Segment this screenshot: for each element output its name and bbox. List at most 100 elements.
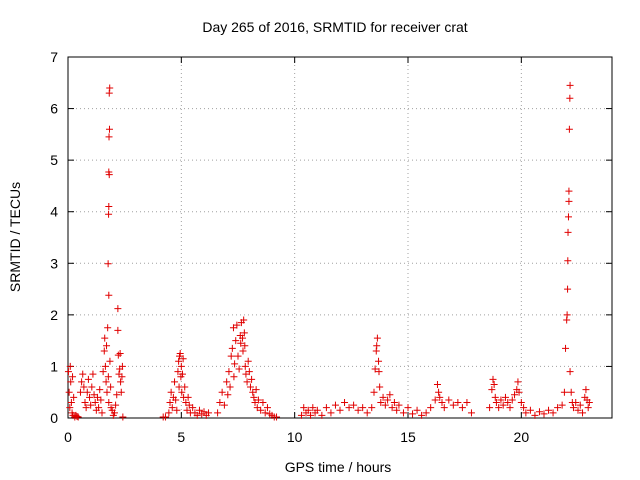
data-point — [313, 406, 321, 414]
data-point — [495, 404, 503, 412]
data-point — [376, 383, 384, 391]
y-tick-label: 3 — [50, 255, 58, 271]
data-point — [193, 411, 201, 419]
data-point — [114, 351, 122, 359]
grid-lines — [68, 57, 612, 418]
data-point — [112, 401, 120, 409]
data-point — [166, 399, 174, 407]
data-point — [69, 373, 77, 381]
data-point — [508, 396, 516, 404]
data-point — [114, 305, 122, 313]
data-point — [395, 401, 403, 409]
data-point — [106, 84, 114, 92]
data-point — [379, 393, 387, 401]
data-point — [506, 404, 514, 412]
data-point — [350, 401, 358, 409]
data-point — [564, 213, 572, 221]
data-point — [103, 342, 111, 350]
data-point — [566, 368, 574, 376]
data-point — [413, 406, 421, 414]
data-point — [89, 370, 97, 378]
data-point — [174, 368, 182, 376]
data-point — [368, 404, 376, 412]
data-point — [189, 404, 197, 412]
data-point — [574, 406, 582, 414]
data-point — [235, 365, 243, 373]
chart-title: Day 265 of 2016, SRMTID for receiver cra… — [202, 19, 467, 35]
data-point — [218, 388, 226, 396]
data-point — [66, 362, 74, 370]
data-point — [567, 388, 575, 396]
data-point — [184, 393, 192, 401]
data-point — [245, 368, 253, 376]
data-point — [118, 362, 126, 370]
data-point — [250, 393, 258, 401]
data-point — [97, 396, 105, 404]
x-tick-label: 5 — [177, 429, 185, 445]
data-point — [226, 383, 234, 391]
data-point — [76, 388, 84, 396]
data-point — [304, 406, 312, 414]
data-point — [67, 378, 75, 386]
data-point — [399, 409, 407, 417]
data-point — [563, 311, 571, 319]
data-point — [409, 410, 417, 418]
plot-frame — [67, 56, 613, 419]
data-point — [224, 391, 232, 399]
data-point — [488, 386, 496, 394]
data-point — [526, 406, 534, 414]
data-point — [100, 347, 108, 355]
data-point — [261, 409, 269, 417]
data-point — [531, 411, 539, 419]
data-point — [562, 344, 570, 352]
data-point — [560, 388, 568, 396]
data-point — [165, 409, 173, 417]
data-point — [371, 365, 379, 373]
data-point — [566, 81, 574, 89]
data-point — [458, 404, 466, 412]
data-point — [83, 388, 91, 396]
data-point — [404, 404, 412, 412]
data-point — [489, 375, 497, 383]
data-point — [117, 378, 125, 386]
y-tick-label: 1 — [50, 358, 58, 374]
data-point — [233, 321, 241, 329]
data-point — [322, 404, 330, 412]
y-tick-label: 4 — [50, 204, 58, 220]
data-point — [384, 396, 392, 404]
data-point — [377, 399, 385, 407]
data-point — [463, 399, 471, 407]
data-point — [449, 401, 457, 409]
data-point — [178, 370, 186, 378]
data-point — [239, 347, 247, 355]
data-point — [223, 378, 231, 386]
data-point — [540, 410, 548, 418]
data-point — [579, 409, 587, 417]
data-point — [438, 399, 446, 407]
data-point — [341, 399, 349, 407]
data-point — [105, 210, 113, 218]
data-point — [514, 378, 522, 386]
data-points — [64, 81, 593, 421]
data-point — [386, 391, 394, 399]
data-point — [220, 401, 228, 409]
data-point — [246, 383, 254, 391]
data-point — [113, 391, 121, 399]
data-point — [393, 406, 401, 414]
data-point — [584, 404, 592, 412]
data-point — [370, 388, 378, 396]
x-tick-label: 10 — [287, 429, 303, 445]
data-point — [564, 257, 572, 265]
data-point — [231, 360, 239, 368]
y-tick-label: 0 — [50, 410, 58, 426]
data-point — [564, 285, 572, 293]
data-point — [554, 404, 562, 412]
data-point — [390, 399, 398, 407]
data-point — [176, 350, 184, 358]
data-point — [572, 399, 580, 407]
data-point — [375, 357, 383, 365]
data-point — [248, 375, 256, 383]
data-point — [117, 388, 125, 396]
x-tick-label: 15 — [400, 429, 416, 445]
data-point — [501, 393, 509, 401]
